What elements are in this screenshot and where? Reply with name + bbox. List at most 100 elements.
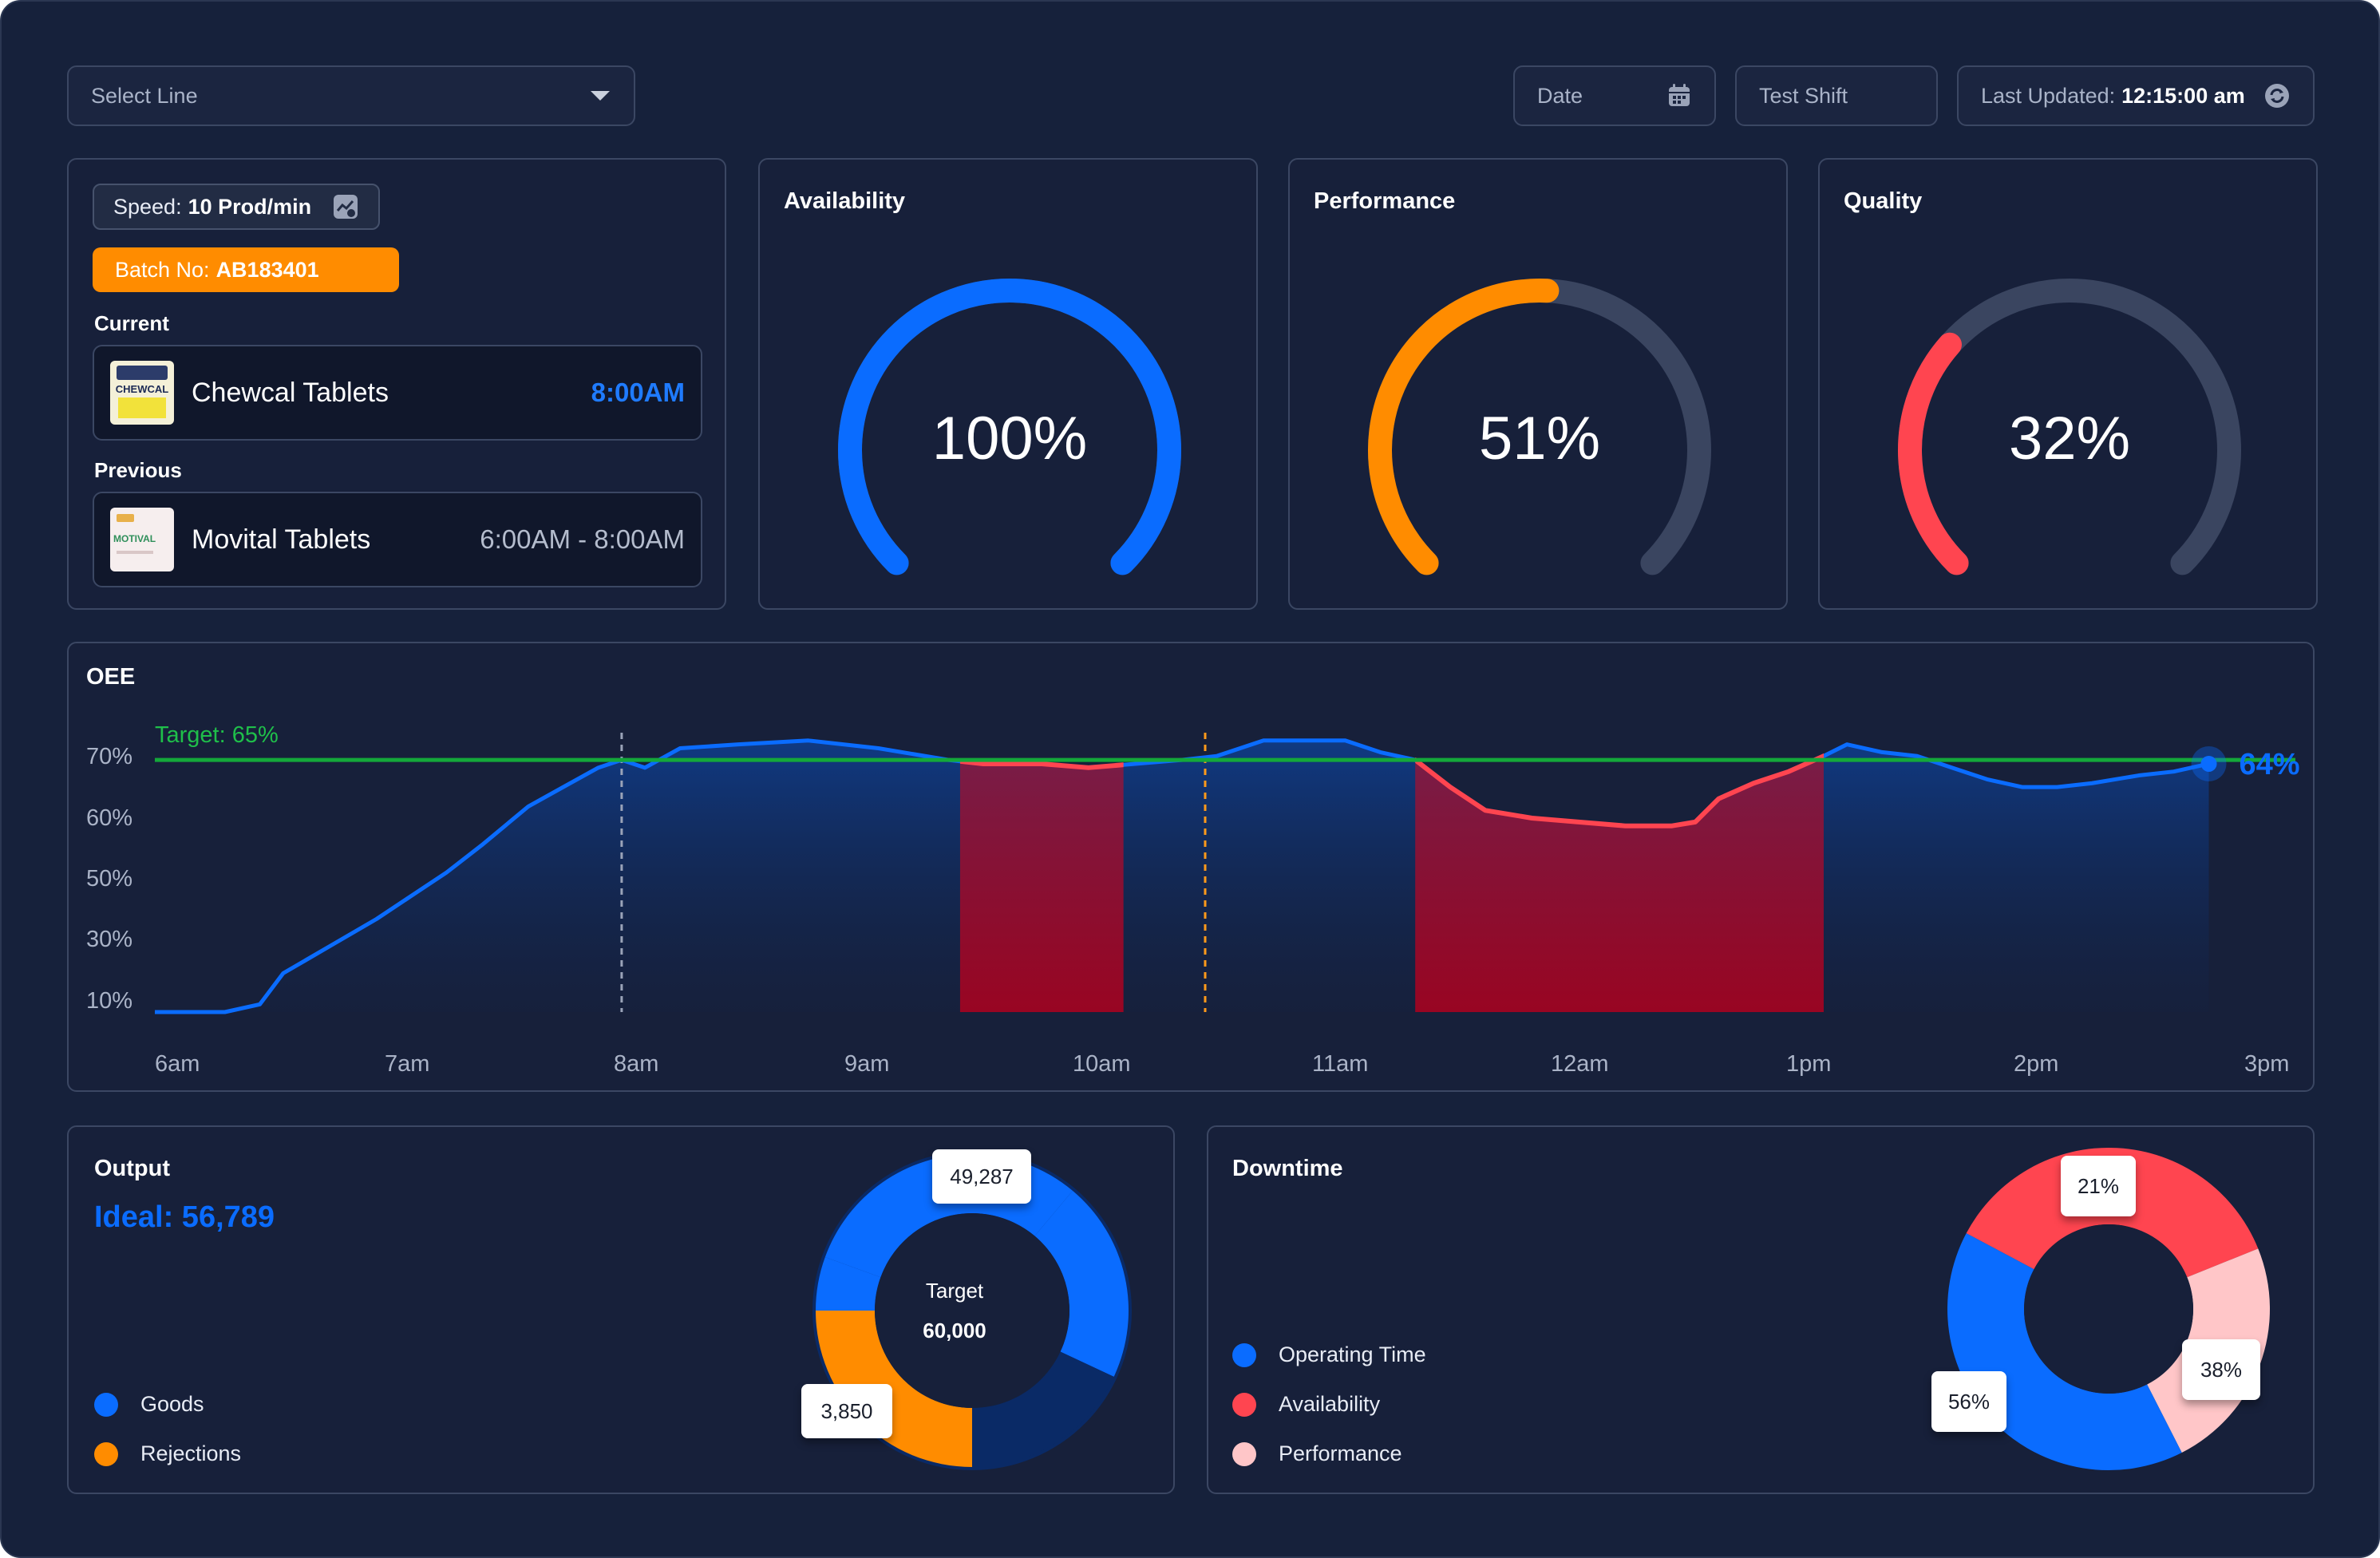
oee-title: OEE	[86, 664, 136, 690]
availability-value: 100%	[931, 405, 1088, 473]
legend-performance: Performance	[1232, 1441, 1402, 1466]
downtime-callout-availability: 21%	[2061, 1156, 2136, 1216]
batch-value: AB183401	[215, 257, 319, 282]
x-tick-label: 6am	[155, 1051, 200, 1077]
x-tick-label: 12am	[1551, 1051, 1609, 1077]
output-center-label: Target	[925, 1279, 984, 1303]
refresh-icon[interactable]	[2263, 82, 2291, 109]
current-product[interactable]: CHEWCAL Chewcal Tablets 8:00AM	[93, 345, 702, 441]
goods-label: Goods	[140, 1392, 204, 1416]
downtime-title: Downtime	[1232, 1156, 1343, 1181]
target-label: Target: 65%	[155, 722, 279, 748]
quality-gauge	[1898, 279, 2241, 575]
gauge-value-arc	[1368, 279, 1560, 575]
x-tick-label: 2pm	[2014, 1051, 2058, 1077]
y-tick-label: 70%	[86, 744, 132, 769]
y-tick-label: 50%	[86, 866, 132, 892]
output-donut-slice[interactable]	[972, 1351, 1114, 1467]
operating-time-label: Operating Time	[1279, 1342, 1426, 1366]
movital-thumb-text: MOTIVAL	[113, 533, 156, 544]
shift-label: Test Shift	[1759, 83, 1848, 108]
current-value-label: 64%	[2240, 748, 2300, 781]
x-tick-label: 11am	[1312, 1051, 1368, 1077]
below-target-area	[959, 740, 1124, 1012]
x-tick-label: 8am	[614, 1051, 658, 1077]
legend-rejections: Rejections	[94, 1441, 241, 1466]
y-tick-label: 30%	[86, 927, 132, 952]
chart-settings-icon[interactable]	[332, 193, 359, 220]
date-label: Date	[1537, 83, 1583, 108]
batch-badge: Batch No: AB183401	[93, 247, 399, 292]
rejections-label: Rejections	[140, 1441, 242, 1465]
previous-label: Previous	[94, 458, 182, 482]
legend-operating-time: Operating Time	[1232, 1342, 1426, 1367]
performance-card: Performance 51%	[1288, 158, 1788, 610]
output-ideal: Ideal: 56,789	[94, 1200, 275, 1234]
chewcal-product-image: CHEWCAL	[110, 361, 174, 425]
gauge-value-arc	[1898, 332, 1969, 575]
current-product-time: 8:00AM	[591, 378, 685, 407]
availability-gauge	[838, 279, 1181, 575]
availability-card: Availability 100%	[758, 158, 1258, 610]
legend-goods: Goods	[94, 1392, 204, 1417]
gauge-value-arc	[838, 279, 1181, 575]
oee-card: OEE 70% 60% 50% 30% 10% 6am 7am 8am 9am 10am 11am 1…	[67, 642, 2315, 1092]
current-product-name: Chewcal Tablets	[192, 377, 389, 408]
y-tick-label: 60%	[86, 805, 132, 831]
performance-gauge	[1368, 279, 1711, 575]
production-info-card: Speed: 10 Prod/min Batch No: AB183401 Cu…	[67, 158, 726, 610]
availability-title: Availability	[784, 188, 906, 214]
downtime-callout-operating: 56%	[1931, 1371, 2006, 1432]
performance-title: Performance	[1314, 188, 1456, 214]
current-label: Current	[94, 311, 169, 335]
downtime-donut-hole	[2024, 1224, 2193, 1394]
x-tick-label: 7am	[385, 1051, 429, 1077]
downtime-card: Downtime Operating Time Availability Per…	[1207, 1125, 2315, 1494]
x-tick-label: 9am	[844, 1051, 889, 1077]
legend-availability: Availability	[1232, 1392, 1380, 1417]
line-select[interactable]: Select Line	[67, 65, 635, 126]
chevron-down-icon	[591, 91, 610, 101]
rejections-dot	[94, 1441, 118, 1466]
previous-product-time: 6:00AM - 8:00AM	[480, 524, 685, 554]
chewcal-thumb-text: CHEWCAL	[115, 383, 169, 395]
last-updated-time: 12:15:00 am	[2121, 83, 2245, 108]
output-donut-slice[interactable]	[1034, 1190, 1129, 1377]
last-updated-label: Last Updated:	[1981, 83, 2116, 108]
oee-chart: 70% 60% 50% 30% 10% 6am 7am 8am 9am 10am 11am 12am 1…	[86, 722, 2300, 1077]
downtime-donut	[1947, 1148, 2270, 1470]
output-title: Output	[94, 1156, 171, 1181]
output-center-value: 60,000	[923, 1319, 986, 1342]
performance-dot	[1232, 1441, 1256, 1466]
shift-select[interactable]: Test Shift	[1735, 65, 1938, 126]
movital-product-image: MOTIVAL	[110, 508, 174, 571]
x-tick-label: 10am	[1073, 1051, 1131, 1077]
batch-label: Batch No:	[115, 257, 210, 282]
calendar-icon	[1669, 84, 1690, 106]
previous-product[interactable]: MOTIVAL Movital Tablets 6:00AM - 8:00AM	[93, 492, 702, 587]
previous-product-name: Movital Tablets	[192, 524, 371, 555]
operating-time-dot	[1232, 1342, 1256, 1367]
output-callout-rejections: 3,850	[801, 1384, 892, 1438]
downtime-callout-performance: 38%	[2182, 1339, 2260, 1400]
speed-value: 10 Prod/min	[188, 194, 312, 219]
date-picker[interactable]: Date	[1513, 65, 1716, 126]
quality-value: 32%	[2008, 405, 2131, 473]
speed-pill: Speed: 10 Prod/min	[93, 184, 380, 230]
x-tick-label: 3pm	[2244, 1051, 2289, 1077]
speed-label: Speed:	[113, 194, 182, 219]
performance-value: 51%	[1478, 405, 1601, 473]
y-tick-label: 10%	[86, 988, 132, 1014]
oee-area	[155, 740, 2209, 1012]
quality-title: Quality	[1844, 188, 1923, 214]
output-donut-slice[interactable]	[816, 1256, 881, 1311]
availability-legend-label: Availability	[1279, 1392, 1381, 1416]
current-point[interactable]	[2200, 755, 2217, 772]
output-donut-slice[interactable]	[816, 1311, 972, 1467]
output-donut-hole	[875, 1213, 1069, 1408]
availability-dot	[1232, 1392, 1256, 1417]
last-updated[interactable]: Last Updated: 12:15:00 am	[1957, 65, 2315, 126]
performance-legend-label: Performance	[1279, 1441, 1402, 1465]
line-select-placeholder: Select Line	[91, 83, 198, 108]
